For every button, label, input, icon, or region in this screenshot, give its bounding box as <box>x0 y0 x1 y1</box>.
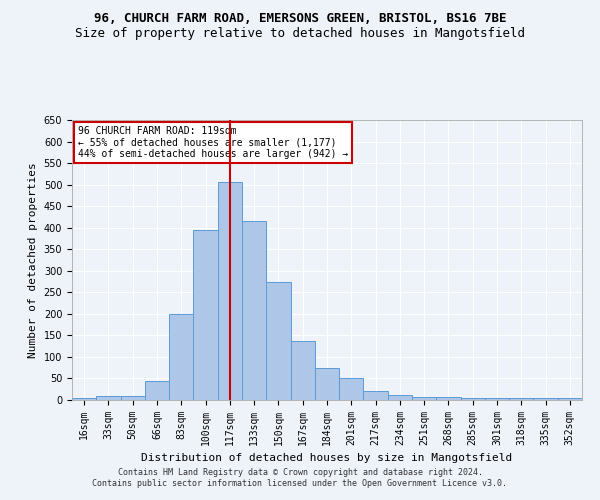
Bar <box>558 398 582 400</box>
Bar <box>290 340 315 400</box>
Text: 96, CHURCH FARM ROAD, EMERSONS GREEN, BRISTOL, BS16 7BE: 96, CHURCH FARM ROAD, EMERSONS GREEN, BR… <box>94 12 506 26</box>
Bar <box>388 395 412 400</box>
Bar <box>485 398 509 400</box>
Bar <box>193 230 218 400</box>
Y-axis label: Number of detached properties: Number of detached properties <box>28 162 38 358</box>
Bar <box>315 368 339 400</box>
Bar <box>121 396 145 400</box>
Bar <box>242 221 266 400</box>
Bar <box>339 378 364 400</box>
Bar <box>96 396 121 400</box>
Bar <box>72 398 96 400</box>
Bar <box>533 398 558 400</box>
Bar <box>509 398 533 400</box>
Text: Size of property relative to detached houses in Mangotsfield: Size of property relative to detached ho… <box>75 28 525 40</box>
Bar <box>169 314 193 400</box>
Bar <box>364 390 388 400</box>
X-axis label: Distribution of detached houses by size in Mangotsfield: Distribution of detached houses by size … <box>142 454 512 464</box>
Text: 96 CHURCH FARM ROAD: 119sqm
← 55% of detached houses are smaller (1,177)
44% of : 96 CHURCH FARM ROAD: 119sqm ← 55% of det… <box>77 126 348 159</box>
Bar <box>436 396 461 400</box>
Bar <box>461 398 485 400</box>
Bar <box>412 396 436 400</box>
Bar <box>145 380 169 400</box>
Bar <box>218 182 242 400</box>
Bar <box>266 282 290 400</box>
Text: Contains HM Land Registry data © Crown copyright and database right 2024.
Contai: Contains HM Land Registry data © Crown c… <box>92 468 508 487</box>
